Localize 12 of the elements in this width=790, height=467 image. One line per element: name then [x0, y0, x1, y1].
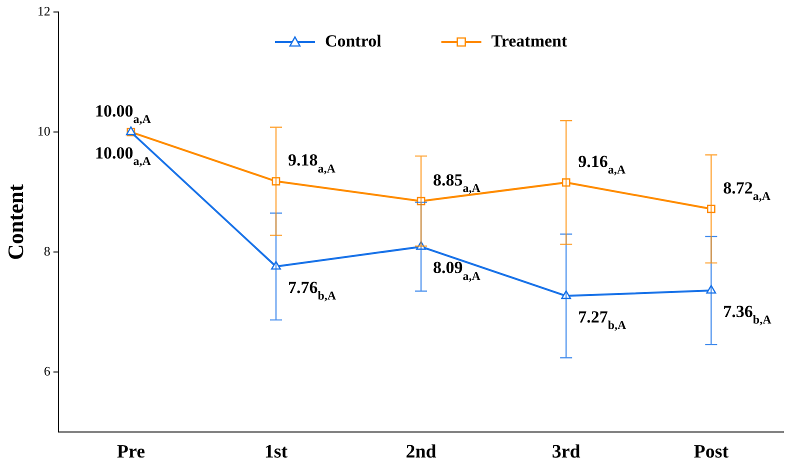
x-tick-label: Post — [694, 442, 730, 463]
legend-label: Treatment — [491, 31, 568, 50]
x-tick-label: Pre — [116, 442, 145, 463]
y-tick-label: 12 — [37, 3, 50, 18]
y-tick-label: 10 — [37, 123, 50, 138]
x-tick-label: 2nd — [406, 442, 437, 463]
y-axis-title: Content — [2, 184, 28, 260]
legend-label: Control — [324, 31, 382, 50]
x-tick-label: 3rd — [552, 442, 581, 463]
y-tick-label: 8 — [44, 244, 50, 259]
x-tick-label: 1st — [264, 442, 288, 463]
y-tick-label: 6 — [44, 364, 51, 379]
